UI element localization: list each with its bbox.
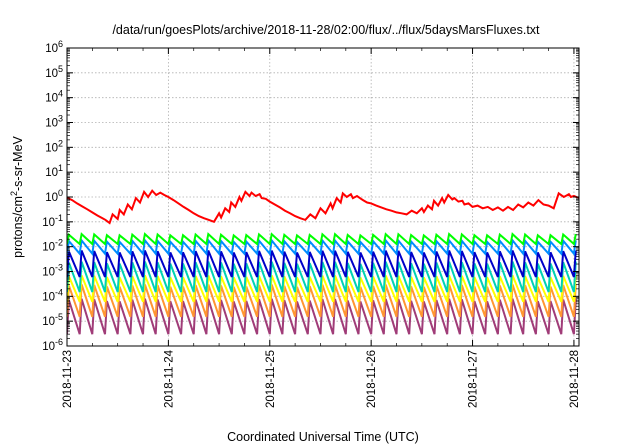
series-group [67, 189, 579, 335]
y-tick-label-base: 10 [45, 142, 58, 154]
y-tick-label-exp: 3 [58, 114, 63, 124]
x-axis-label: Coordinated Universal Time (UTC) [227, 430, 419, 444]
y-tick-label-base: 10 [42, 291, 55, 303]
series-line [67, 232, 577, 246]
y-tick-label-exp: 1 [58, 163, 63, 173]
x-tick-label: 2018-11-28 [569, 350, 581, 408]
y-tick-label: 10-2 [42, 238, 63, 254]
y-tick-label-base: 10 [42, 341, 55, 353]
y-tick-label-exp: -4 [55, 287, 63, 297]
x-tick-label: 2018-11-26 [366, 350, 378, 408]
y-tick-label-base: 10 [42, 267, 55, 279]
y-axis-label: protons/cm2-s-sr-MeV [9, 135, 25, 257]
y-tick-label-exp: 5 [58, 64, 63, 74]
y-tick-label-exp: -6 [55, 337, 63, 347]
y-tick-label-exp: -2 [55, 238, 63, 248]
y-tick-label-base: 10 [42, 242, 55, 254]
y-tick-label-base: 10 [42, 217, 55, 229]
y-tick-label-exp: 0 [58, 188, 63, 198]
y-tick-label: 10-3 [42, 263, 63, 279]
y-tick-label: 101 [45, 163, 63, 179]
y-tick-label-base: 10 [42, 316, 55, 328]
y-tick-label-exp: -3 [55, 263, 63, 273]
y-tick-label-exp: 6 [58, 39, 63, 49]
y-axis-label-superscript: 2 [9, 191, 19, 196]
series-line [67, 189, 579, 225]
y-tick-label: 10-4 [42, 287, 63, 303]
y-tick-label-base: 10 [45, 192, 58, 204]
y-axis-label-rest: -s-sr-MeV [11, 135, 25, 191]
x-tick-label: 2018-11-23 [62, 350, 74, 408]
y-tick-label-exp: -1 [55, 213, 63, 223]
y-tick-label-base: 10 [45, 167, 58, 179]
y-tick-label-base: 10 [45, 118, 58, 130]
y-tick-label-base: 10 [45, 68, 58, 80]
y-tick-label: 100 [45, 188, 63, 204]
y-tick-label-base: 10 [45, 43, 58, 55]
x-tick-label: 2018-11-27 [468, 350, 480, 408]
y-tick-label: 103 [45, 114, 63, 130]
y-tick-label-exp: -5 [55, 312, 63, 322]
y-tick-label: 10-5 [42, 312, 63, 328]
y-tick-label-exp: 4 [58, 89, 63, 99]
y-tick-label-base: 10 [45, 93, 58, 105]
x-tick-label: 2018-11-24 [163, 349, 175, 408]
x-tick-label: 2018-11-25 [265, 350, 277, 408]
y-tick-label-exp: 2 [58, 138, 63, 148]
series-line [67, 237, 577, 257]
chart-title: /data/run/goesPlots/archive/2018-11-28/0… [112, 23, 540, 37]
y-tick-label: 105 [45, 64, 63, 80]
y-tick-label: 102 [45, 138, 63, 154]
y-tick-label: 106 [45, 39, 63, 55]
y-axis: 10-610-510-410-310-210-11001011021031041… [42, 39, 579, 353]
y-tick-label: 10-1 [42, 213, 63, 229]
y-tick-label: 104 [45, 89, 63, 105]
x-axis: 2018-11-23 2018-11-24 2018-11-25 2018-11-26… [62, 48, 581, 408]
y-tick-label: 10-6 [42, 337, 63, 353]
series-line [67, 250, 577, 278]
